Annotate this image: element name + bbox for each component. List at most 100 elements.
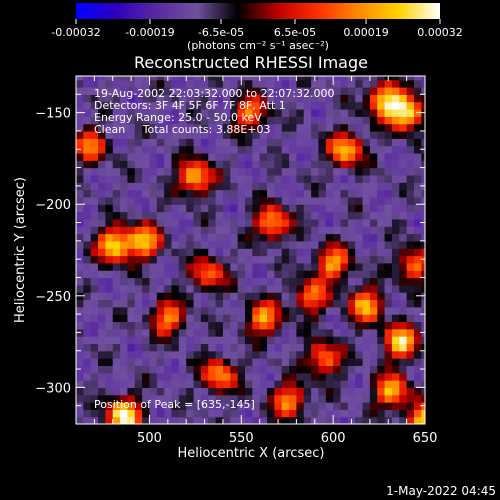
heatmap-cell <box>90 372 99 381</box>
heatmap-cell <box>178 152 187 161</box>
heatmap-cell <box>230 372 239 381</box>
x-axis-label: Heliocentric X (arcsec) <box>178 446 325 461</box>
heatmap-cell <box>112 328 121 337</box>
heatmap-cell <box>362 108 371 117</box>
heatmap-cell <box>178 380 187 388</box>
heatmap-cell <box>112 299 121 308</box>
heatmap-cell <box>208 160 217 169</box>
heatmap-cell <box>340 226 349 235</box>
heatmap-cell <box>369 284 378 293</box>
heatmap-cell <box>296 152 305 161</box>
colorbar-tick-label: -0.00019 <box>125 26 174 39</box>
heatmap-cell <box>274 284 283 293</box>
heatmap-cell <box>355 101 364 110</box>
heatmap-cell <box>318 314 327 323</box>
heatmap-cell <box>83 321 92 330</box>
heatmap-cell <box>171 130 180 139</box>
heatmap-cell <box>142 350 151 359</box>
heatmap-cell <box>127 284 136 293</box>
heatmap-cell <box>244 218 253 227</box>
heatmap-cell <box>252 248 261 257</box>
heatmap-cell <box>406 380 415 388</box>
heatmap-cell <box>90 270 99 279</box>
heatmap-cell <box>391 138 400 147</box>
heatmap-cell <box>222 218 231 227</box>
heatmap-cell <box>259 196 268 205</box>
heatmap-cell <box>90 145 99 154</box>
heatmap-cell <box>142 328 151 337</box>
heatmap-cell <box>149 189 158 198</box>
heatmap-cell <box>178 86 187 95</box>
heatmap-cell <box>186 336 195 345</box>
heatmap-cell <box>318 218 327 227</box>
heatmap-cell <box>421 394 425 403</box>
heatmap-cell <box>281 211 290 220</box>
y-tick-label: −250 <box>35 290 71 305</box>
heatmap-cell <box>134 314 143 323</box>
heatmap-cell <box>340 358 349 366</box>
heatmap-cell <box>267 167 275 176</box>
heatmap-cell <box>252 365 261 374</box>
heatmap-cell <box>164 160 173 169</box>
heatmap-cell <box>377 380 386 388</box>
heatmap-cell <box>134 86 143 95</box>
heatmap-cell <box>289 336 298 345</box>
heatmap-cell <box>267 248 275 257</box>
heatmap-cell <box>274 336 283 345</box>
heatmap-cell <box>340 152 349 161</box>
heatmap-cell <box>105 94 114 103</box>
heatmap-cell <box>377 108 386 117</box>
heatmap-cell <box>274 130 283 139</box>
heatmap-cell <box>178 182 187 191</box>
heatmap-cell <box>369 343 378 352</box>
heatmap-cell <box>215 196 224 205</box>
heatmap-cell <box>200 130 209 139</box>
heatmap-cell <box>421 350 425 359</box>
heatmap-cell <box>362 233 371 242</box>
heatmap-cell <box>90 116 99 125</box>
heatmap-cell <box>164 248 173 257</box>
heatmap-cell <box>112 152 121 161</box>
heatmap-cell <box>303 233 312 242</box>
heatmap-cell <box>215 138 224 147</box>
heatmap-cell <box>421 387 425 396</box>
heatmap-cell <box>406 365 415 374</box>
heatmap-cell <box>377 372 386 381</box>
heatmap-cell <box>164 79 173 88</box>
heatmap-cell <box>193 189 202 198</box>
heatmap-cell <box>281 189 290 198</box>
heatmap-cell <box>90 101 99 110</box>
heatmap-cell <box>406 306 415 315</box>
heatmap-cell <box>193 387 202 396</box>
heatmap-cell <box>325 76 334 81</box>
heatmap-cell <box>318 262 327 271</box>
heatmap-cell <box>244 372 253 381</box>
heatmap-cell <box>171 108 180 117</box>
heatmap-cell <box>222 101 231 110</box>
heatmap-cell <box>333 101 342 110</box>
heatmap-cell <box>164 145 173 154</box>
heatmap-cell <box>252 350 261 359</box>
heatmap-cell <box>325 108 334 117</box>
heatmap-cell <box>391 196 400 205</box>
heatmap-cell <box>406 262 415 271</box>
heatmap-cell <box>98 196 106 205</box>
heatmap-cell <box>384 174 393 183</box>
heatmap-cell <box>391 402 400 410</box>
heatmap-cell <box>384 130 393 139</box>
heatmap-cell <box>347 321 356 330</box>
heatmap-cell <box>127 226 136 235</box>
heatmap-cell <box>252 174 261 183</box>
heatmap-cell <box>142 182 151 191</box>
heatmap-cell <box>193 218 202 227</box>
heatmap-cell <box>318 240 327 249</box>
heatmap-cell <box>333 270 342 279</box>
heatmap-cell <box>289 350 298 359</box>
heatmap-cell <box>391 152 400 161</box>
heatmap-cell <box>171 365 180 374</box>
heatmap-cell <box>267 138 275 147</box>
heatmap-cell <box>164 167 173 176</box>
heatmap-cell <box>274 94 283 103</box>
heatmap-cell <box>208 94 217 103</box>
heatmap-cell <box>244 108 253 117</box>
